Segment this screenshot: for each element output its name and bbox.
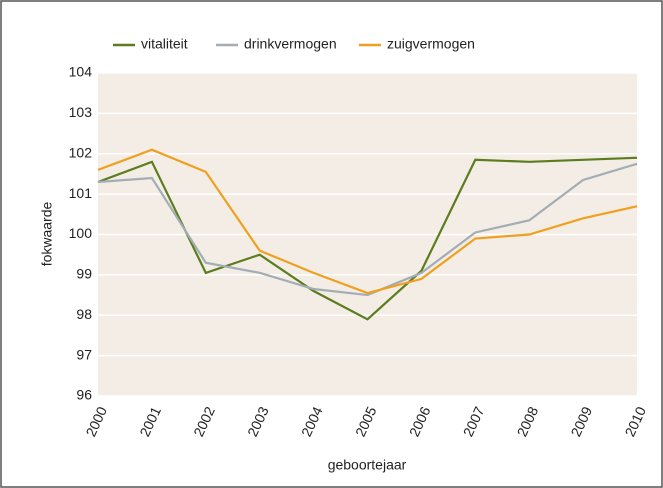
legend-label: vitaliteit	[141, 36, 188, 52]
y-tick-label: 103	[69, 104, 93, 120]
y-tick-label: 101	[69, 185, 93, 201]
y-tick-label: 96	[76, 387, 92, 403]
y-axis-label: fokwaarde	[39, 201, 55, 266]
y-tick-label: 100	[69, 225, 93, 241]
series-line	[97, 148, 638, 295]
y-tick-label: 99	[76, 266, 92, 282]
series-line	[97, 162, 638, 297]
x-axis-label: geboortejaar	[328, 457, 407, 473]
y-tick-label: 102	[69, 144, 93, 160]
legend-label: zuigvermogen	[387, 36, 475, 52]
y-tick-label: 97	[76, 346, 92, 362]
y-tick-label: 104	[69, 64, 93, 80]
legend-label: drinkvermogen	[244, 36, 337, 52]
y-tick-label: 98	[76, 306, 92, 322]
